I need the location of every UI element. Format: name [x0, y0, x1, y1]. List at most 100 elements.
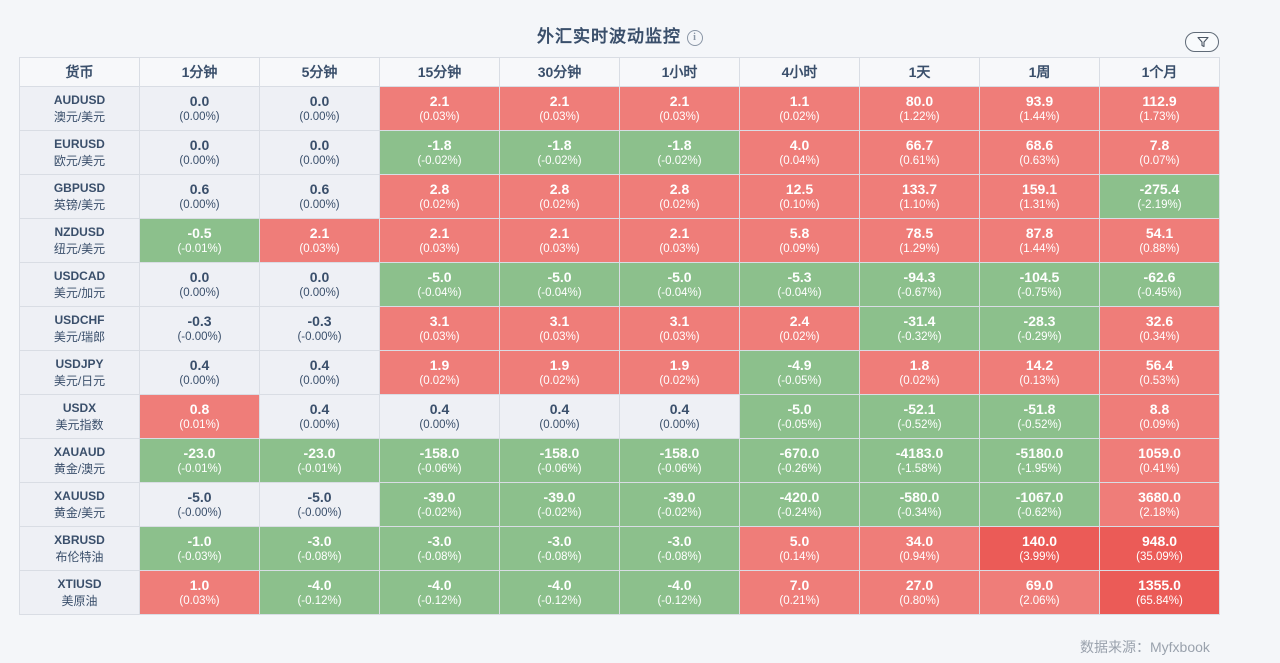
filter-button[interactable] — [1185, 32, 1219, 52]
change-percent: (0.02%) — [539, 374, 580, 387]
column-header-period[interactable]: 5分钟 — [259, 57, 380, 87]
change-cell: 3.1 (0.03%) — [619, 306, 740, 351]
change-value: 2.1 — [429, 224, 450, 241]
currency-code: XAUAUD — [53, 444, 106, 459]
change-cell: 3.1 (0.03%) — [379, 306, 500, 351]
table-row[interactable]: AUDUSD 澳元/美元 0.0 (0.00%) 0.0 (0.00%) 2.1 (0.03%… — [19, 86, 1220, 131]
change-percent: (0.63%) — [1019, 154, 1060, 167]
change-value: -158.0 — [419, 444, 460, 461]
change-value: 0.0 — [309, 136, 330, 153]
change-percent: (35.09%) — [1136, 550, 1183, 563]
change-value: 0.6 — [189, 180, 210, 197]
change-percent: (-0.06%) — [657, 462, 702, 475]
change-percent: (0.03%) — [539, 242, 580, 255]
change-value: -1.0 — [187, 532, 212, 549]
change-cell: -39.0 (-0.02%) — [379, 482, 500, 527]
change-cell: 1355.0 (65.84%) — [1099, 570, 1220, 615]
change-percent: (0.00%) — [299, 418, 340, 431]
change-cell: 2.8 (0.02%) — [379, 174, 500, 219]
page-title-text: 外汇实时波动监控 — [537, 27, 681, 46]
currency-code: XAUUSD — [54, 488, 105, 503]
change-percent: (-0.45%) — [1137, 286, 1182, 299]
column-header-period[interactable]: 1个月 — [1099, 57, 1220, 87]
change-cell: -1.8 (-0.02%) — [499, 130, 620, 175]
change-cell: 66.7 (0.61%) — [859, 130, 980, 175]
currency-name: 澳元/美元 — [53, 109, 106, 124]
table-row[interactable]: USDJPY 美元/日元 0.4 (0.00%) 0.4 (0.00%) 1.9 (0.02%… — [19, 350, 1220, 395]
column-header-period[interactable]: 1天 — [859, 57, 980, 87]
currency-cell: USDCAD 美元/加元 — [19, 262, 140, 307]
change-value: 27.0 — [905, 576, 934, 593]
table-row[interactable]: XAUUSD 黄金/美元 -5.0 (-0.00%) -5.0 (-0.00%) -39.0… — [19, 482, 1220, 527]
column-header-period[interactable]: 4小时 — [739, 57, 860, 87]
table-row[interactable]: XAUAUD 黄金/澳元 -23.0 (-0.01%) -23.0 (-0.01%) -15… — [19, 438, 1220, 483]
change-cell: 2.1 (0.03%) — [379, 86, 500, 131]
table-row[interactable]: USDCHF 美元/瑞郎 -0.3 (-0.00%) -0.3 (-0.00%) 3.1 (0… — [19, 306, 1220, 351]
change-cell: 0.4 (0.00%) — [259, 394, 380, 439]
change-percent: (-0.04%) — [777, 286, 822, 299]
table-row[interactable]: XBRUSD 布伦特油 -1.0 (-0.03%) -3.0 (-0.08%) -3.0 (-… — [19, 526, 1220, 571]
change-percent: (0.02%) — [659, 374, 700, 387]
change-cell: -5.0 (-0.00%) — [139, 482, 260, 527]
change-cell: -1.8 (-0.02%) — [379, 130, 500, 175]
change-cell: 0.8 (0.01%) — [139, 394, 260, 439]
column-header-period[interactable]: 15分钟 — [379, 57, 500, 87]
table-row[interactable]: EURUSD 欧元/美元 0.0 (0.00%) 0.0 (0.00%) -1.8 (-0.0… — [19, 130, 1220, 175]
change-percent: (1.73%) — [1139, 110, 1180, 123]
change-percent: (-0.67%) — [897, 286, 942, 299]
change-percent: (0.00%) — [419, 418, 460, 431]
info-icon[interactable]: i — [687, 30, 703, 46]
filter-icon — [1197, 36, 1209, 48]
change-percent: (-0.75%) — [1017, 286, 1062, 299]
change-cell: 69.0 (2.06%) — [979, 570, 1100, 615]
change-percent: (-0.26%) — [777, 462, 822, 475]
table-body: AUDUSD 澳元/美元 0.0 (0.00%) 0.0 (0.00%) 2.1 (0.03%… — [19, 86, 1220, 615]
column-header-period[interactable]: 30分钟 — [499, 57, 620, 87]
table-row[interactable]: GBPUSD 英镑/美元 0.6 (0.00%) 0.6 (0.00%) 2.8 (0.02%… — [19, 174, 1220, 219]
change-cell: 80.0 (1.22%) — [859, 86, 980, 131]
table-row[interactable]: NZDUSD 纽元/美元 -0.5 (-0.01%) 2.1 (0.03%) 2.1 (0.0… — [19, 218, 1220, 263]
change-cell: -4.0 (-0.12%) — [619, 570, 740, 615]
change-percent: (0.02%) — [659, 198, 700, 211]
currency-cell: USDJPY 美元/日元 — [19, 350, 140, 395]
change-cell: -62.6 (-0.45%) — [1099, 262, 1220, 307]
change-percent: (1.29%) — [899, 242, 940, 255]
table-row[interactable]: XTIUSD 美原油 1.0 (0.03%) -4.0 (-0.12%) -4.0 (-0.1… — [19, 570, 1220, 615]
change-cell: 1.9 (0.02%) — [499, 350, 620, 395]
column-header-period[interactable]: 1周 — [979, 57, 1100, 87]
change-percent: (-0.52%) — [1017, 418, 1062, 431]
change-percent: (0.03%) — [179, 594, 220, 607]
column-header-period[interactable]: 1小时 — [619, 57, 740, 87]
change-percent: (0.00%) — [299, 154, 340, 167]
change-cell: -94.3 (-0.67%) — [859, 262, 980, 307]
change-cell: -1.0 (-0.03%) — [139, 526, 260, 571]
table-row[interactable]: USDCAD 美元/加元 0.0 (0.00%) 0.0 (0.00%) -5.0 (-0.0… — [19, 262, 1220, 307]
change-value: -1.8 — [547, 136, 572, 153]
change-percent: (0.88%) — [1139, 242, 1180, 255]
column-header-period[interactable]: 1分钟 — [139, 57, 260, 87]
change-value: 0.4 — [669, 400, 690, 417]
change-percent: (-0.04%) — [657, 286, 702, 299]
change-value: -3.0 — [427, 532, 452, 549]
change-percent: (-0.34%) — [897, 506, 942, 519]
change-value: 2.1 — [549, 92, 570, 109]
change-value: -3.0 — [307, 532, 332, 549]
change-percent: (0.03%) — [539, 110, 580, 123]
change-percent: (0.94%) — [899, 550, 940, 563]
change-cell: 2.8 (0.02%) — [499, 174, 620, 219]
change-percent: (-0.02%) — [537, 154, 582, 167]
change-cell: 0.4 (0.00%) — [499, 394, 620, 439]
change-cell: 4.0 (0.04%) — [739, 130, 860, 175]
change-cell: 0.0 (0.00%) — [259, 86, 380, 131]
change-cell: 140.0 (3.99%) — [979, 526, 1100, 571]
change-value: 0.4 — [309, 356, 330, 373]
change-cell: 7.8 (0.07%) — [1099, 130, 1220, 175]
table-row[interactable]: USDX 美元指数 0.8 (0.01%) 0.4 (0.00%) 0.4 (0.00%) 0.… — [19, 394, 1220, 439]
volatility-table: 货币 1分钟 5分钟 15分钟 30分钟 1小时 4小时 1天 1周 1个月 AUDUSD 澳元/美… — [19, 57, 1220, 615]
column-header-currency[interactable]: 货币 — [19, 57, 140, 87]
currency-name: 美元指数 — [55, 417, 104, 432]
change-cell: 0.0 (0.00%) — [139, 130, 260, 175]
change-value: -3.0 — [547, 532, 572, 549]
change-percent: (-0.08%) — [297, 550, 342, 563]
currency-cell: EURUSD 欧元/美元 — [19, 130, 140, 175]
